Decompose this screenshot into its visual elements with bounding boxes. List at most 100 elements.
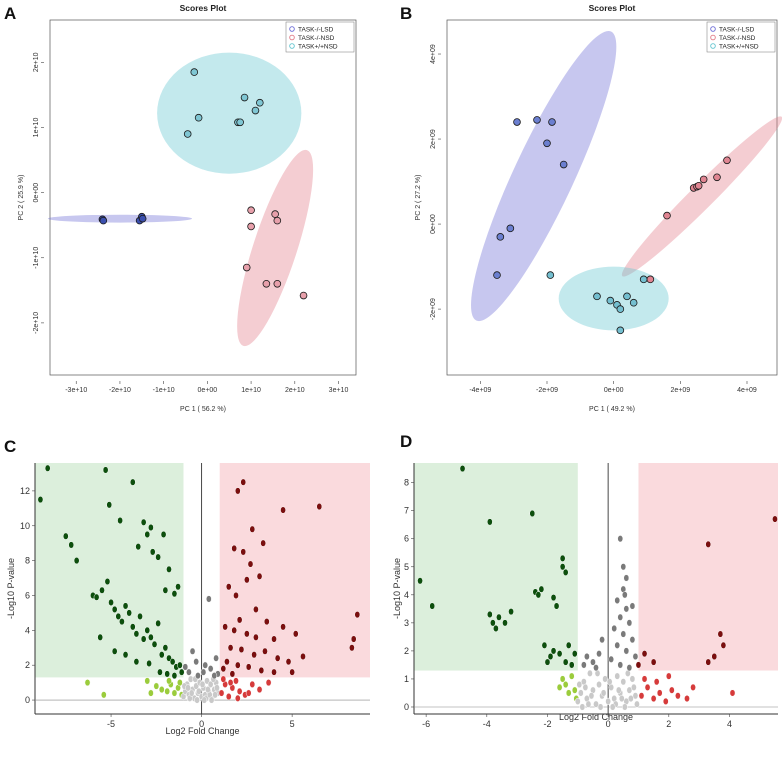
data-point <box>253 633 259 641</box>
data-point <box>576 681 583 689</box>
data-point <box>644 683 651 691</box>
data-point <box>665 672 672 680</box>
data-point <box>205 686 211 694</box>
data-point <box>144 530 151 539</box>
data-point <box>193 658 200 666</box>
panel-letter-b: B <box>400 4 412 23</box>
data-point <box>249 525 256 533</box>
data-point <box>632 652 639 661</box>
data-point <box>214 684 220 692</box>
y-tick-label: -1e+10 <box>33 247 40 269</box>
chart-a: Scores Plot -3e+10 -2e+10 -1e+10 0e+00 1e+10 2… <box>18 3 357 413</box>
confidence-ellipse-3 <box>558 266 669 331</box>
confidence-ellipse-1 <box>47 214 193 223</box>
data-point <box>581 661 587 669</box>
series-down-fc-only <box>556 672 580 703</box>
legend-box <box>706 21 776 53</box>
data-point <box>166 677 172 685</box>
data-point <box>562 681 569 689</box>
data-point <box>354 611 361 619</box>
data-point <box>621 703 628 711</box>
up-region <box>638 463 778 671</box>
data-point <box>158 651 165 659</box>
data-point <box>584 652 590 661</box>
y-tick-label: 1 <box>404 674 409 684</box>
data-point <box>593 292 601 301</box>
data-point <box>202 661 209 669</box>
plot-frame <box>446 19 778 376</box>
data-point <box>106 501 113 509</box>
data-point <box>240 478 247 486</box>
panel-letter-a: A <box>4 4 16 23</box>
data-point <box>513 118 521 126</box>
plot-frame <box>49 19 357 376</box>
data-point <box>182 663 189 671</box>
data-point <box>201 696 208 704</box>
data-point <box>244 576 250 584</box>
legend-entry: TASK+/+NSD <box>298 43 338 50</box>
data-point <box>350 635 357 643</box>
series-down-significant <box>417 465 578 669</box>
data-point <box>220 675 227 683</box>
data-point <box>185 684 191 692</box>
x-tick-label: 1e+10 <box>241 387 261 394</box>
data-point <box>616 305 625 313</box>
data-point <box>574 697 581 705</box>
data-point <box>620 678 627 686</box>
data-point <box>316 503 323 511</box>
legend-marker <box>289 26 295 32</box>
series-task-lsd <box>98 212 147 225</box>
data-point <box>158 686 165 694</box>
series-up-significant <box>635 515 778 669</box>
series-task-nsd <box>183 68 264 138</box>
data-point <box>705 658 712 666</box>
data-point <box>717 630 724 638</box>
data-point <box>559 554 566 562</box>
data-point <box>200 668 207 676</box>
data-point <box>684 695 690 703</box>
data-point <box>562 568 569 576</box>
x-axis-label: Log2 Fold Change <box>165 726 239 736</box>
legend-marker <box>710 26 716 32</box>
data-point <box>571 650 578 658</box>
data-point <box>258 666 265 674</box>
data-point <box>271 210 279 218</box>
x-tick-label: 4 <box>727 719 732 729</box>
data-point <box>148 689 154 697</box>
data-point <box>623 292 631 301</box>
data-point <box>614 641 621 649</box>
data-point <box>300 652 306 661</box>
y-tick-label: 0 <box>25 695 30 705</box>
data-point <box>596 650 602 658</box>
data-point <box>153 682 160 690</box>
data-point <box>565 689 572 697</box>
data-point <box>585 700 592 708</box>
confidence-ellipse-3 <box>157 52 302 174</box>
y-tick-label: 7 <box>404 506 409 516</box>
data-point <box>623 574 630 582</box>
data-point <box>614 672 621 680</box>
data-point <box>171 590 178 598</box>
data-point <box>148 633 154 641</box>
y-tick-label: 5 <box>404 562 409 572</box>
data-point <box>720 641 727 649</box>
data-point <box>550 594 557 602</box>
data-point <box>148 523 154 532</box>
series-task-nsd <box>242 206 308 300</box>
legend-marker <box>289 43 295 49</box>
data-point <box>639 275 648 284</box>
series-up-fc-only <box>638 672 736 705</box>
data-point <box>605 697 611 705</box>
data-point <box>238 645 245 654</box>
y-tick-label: 0e+00 <box>33 183 40 203</box>
data-point <box>635 661 642 669</box>
legend-entry: TASK-/-LSD <box>719 26 755 33</box>
data-point <box>194 113 203 122</box>
data-point <box>111 647 118 655</box>
data-point <box>196 687 202 695</box>
data-point <box>133 658 140 666</box>
data-point <box>550 647 557 655</box>
y-tick-label: 2e+09 <box>430 129 437 149</box>
